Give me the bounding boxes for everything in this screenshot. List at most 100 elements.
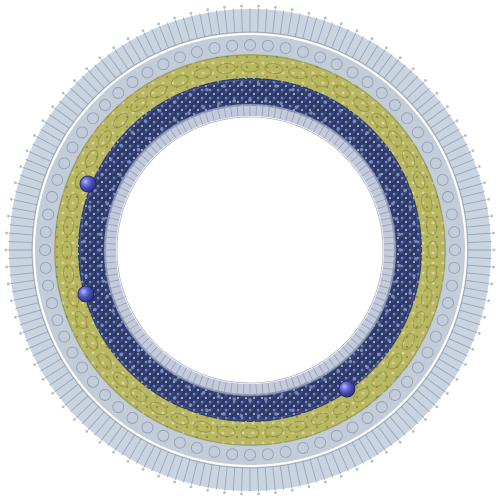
- olive-scallop: [216, 62, 236, 75]
- fringe-spoke: [32, 345, 55, 357]
- fringe-spoke: [36, 135, 58, 149]
- silver-lace-ring: [35, 35, 465, 465]
- inner-lace-tick: [318, 364, 325, 374]
- filigree-dot: [111, 309, 115, 313]
- filigree-dot: [378, 173, 382, 177]
- olive-scallop: [288, 67, 307, 80]
- fringe-spoke: [232, 8, 236, 33]
- fringe-bead: [240, 492, 243, 496]
- lace-loop: [39, 261, 52, 274]
- fringe-spoke: [94, 416, 111, 436]
- filigree-dot: [279, 101, 283, 106]
- lace-loop: [314, 436, 327, 449]
- inner-lace-tick: [380, 217, 391, 221]
- filigree-dot: [187, 111, 191, 115]
- lace-loop: [226, 39, 239, 52]
- fringe-spoke: [135, 442, 149, 464]
- fringe-bead: [477, 332, 481, 335]
- lace-loop: [412, 361, 424, 374]
- lace-loop: [173, 436, 186, 449]
- filigree-dot: [205, 408, 209, 413]
- filigree-dot: [130, 130, 135, 135]
- filigree-dot: [147, 136, 152, 141]
- inner-lace-tick: [302, 117, 307, 127]
- olive-scallop: [97, 130, 113, 147]
- fringe-spoke: [257, 8, 259, 33]
- filigree-dot: [274, 84, 278, 88]
- fringe-spoke: [464, 207, 489, 213]
- separator-ring: [54, 54, 446, 446]
- fringe-bead: [223, 5, 226, 9]
- olive-scallop: [332, 401, 351, 416]
- fringe-spoke: [49, 371, 70, 386]
- inner-lace-tick: [291, 112, 295, 123]
- fringe-bead: [492, 248, 496, 252]
- fringe-spoke: [87, 411, 105, 431]
- fringe-spoke: [448, 151, 472, 162]
- fringe-spoke: [107, 53, 123, 74]
- inner-lace-tick: [379, 211, 389, 215]
- lace-loop: [330, 58, 343, 71]
- fringe-bead: [4, 248, 8, 252]
- fringe-bead: [14, 181, 17, 185]
- lace-loop: [375, 401, 388, 413]
- fringe-bead: [14, 315, 17, 319]
- olive-scallop: [240, 61, 260, 73]
- inner-lace-tick: [150, 145, 158, 154]
- inner-lace-tick: [318, 126, 325, 136]
- inner-lace-tick: [145, 342, 154, 350]
- inner-lace-tick: [364, 318, 374, 325]
- inner-lace-tick: [223, 381, 227, 392]
- fringe-spoke: [151, 448, 162, 472]
- olive-scallop: [425, 216, 438, 236]
- lace-loop: [361, 76, 374, 88]
- filigree-dot: [205, 87, 209, 92]
- lace-loop: [46, 297, 58, 309]
- fringe-spoke: [11, 207, 36, 213]
- filigree-dot: [105, 201, 110, 206]
- inner-lace-tick: [296, 115, 301, 125]
- fringe-spoke: [294, 463, 301, 487]
- fringe-spoke: [459, 309, 483, 318]
- lace-loop: [436, 314, 449, 327]
- inner-lace-tick: [115, 296, 125, 301]
- lace-loop: [401, 112, 413, 125]
- lace-loop: [99, 99, 111, 111]
- filigree-dot: [307, 93, 312, 97]
- fringe-spoke: [438, 358, 460, 372]
- filigree-dot: [309, 111, 313, 115]
- olive-scallop: [371, 112, 388, 129]
- inner-lace-tick: [159, 354, 167, 363]
- inner-lace-tick: [129, 170, 139, 177]
- fringe-spoke: [49, 114, 70, 129]
- filigree-dot: [82, 256, 87, 261]
- fringe-spoke: [241, 467, 243, 492]
- inner-lace-tick: [181, 367, 187, 377]
- fringe-spoke: [377, 426, 393, 447]
- lace-loop: [42, 279, 55, 292]
- inner-lace-tick: [302, 373, 307, 383]
- filigree-dot: [390, 294, 395, 299]
- fringe-bead: [455, 119, 459, 123]
- gem-left: [77, 285, 95, 303]
- filigree-dot: [187, 385, 191, 389]
- lace-loop: [448, 261, 461, 274]
- filigree-dot: [413, 239, 418, 244]
- filigree-dot: [82, 239, 87, 244]
- filigree-dot: [118, 173, 122, 177]
- fringe-bead: [141, 29, 145, 33]
- fringe-bead: [492, 265, 495, 269]
- fringe-bead: [25, 347, 29, 351]
- filigree-dot: [377, 352, 381, 357]
- fringe-bead: [464, 134, 467, 137]
- inner-lace-tick: [199, 375, 204, 385]
- inner-lace-tick: [112, 291, 123, 295]
- lace-loop: [58, 330, 71, 343]
- inner-lace-tick: [291, 377, 295, 388]
- lace-loop: [436, 173, 449, 186]
- filigree-dot: [126, 160, 131, 164]
- filigree-dot: [291, 408, 295, 413]
- fringe-spoke: [287, 464, 293, 489]
- fringe-bead: [492, 231, 495, 235]
- filigree-dot: [239, 413, 244, 418]
